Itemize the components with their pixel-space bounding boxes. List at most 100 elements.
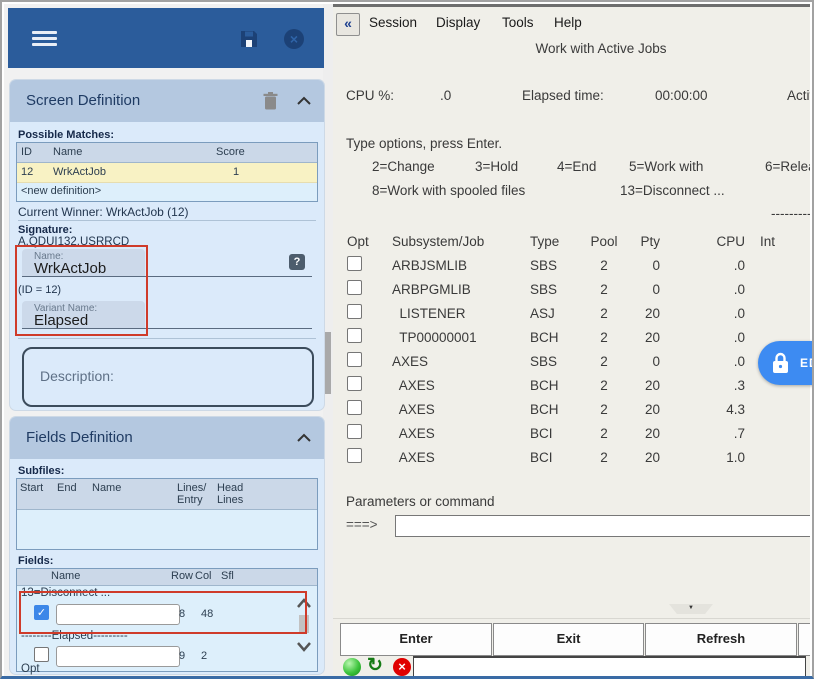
terminal-pane: « Session Display Tools Help Work with A… [333,4,810,676]
col-name: Name [92,482,122,494]
job-pty: 20 [644,449,660,465]
job-name: AXES [392,401,435,417]
error-icon[interactable]: × [393,658,411,676]
new-definition-label: <new definition> [21,185,102,197]
opt-checkbox[interactable] [347,256,362,271]
left-scrollbar-thumb[interactable] [324,332,331,394]
collapse-sidebar-icon[interactable]: « [336,13,360,36]
table-row: AXES BCI 2 20 .7 [333,421,810,445]
close-icon[interactable]: × [284,29,304,49]
job-type: ASJ [530,305,555,321]
col-row: Row [171,570,194,582]
active-label: Activ [787,88,810,103]
description-box[interactable]: Description: [22,347,314,407]
job-pool: 2 [600,281,608,297]
reload-icon[interactable]: ↻ [367,655,383,676]
opt-checkbox[interactable] [347,304,362,319]
signature-label: Signature: [18,224,73,236]
menu-session[interactable]: Session [369,15,418,30]
elapsed-label: Elapsed time: [522,88,604,103]
col-id: ID [21,146,32,158]
job-pty: 20 [644,401,660,417]
screen-definition-title: Screen Definition [26,92,141,109]
subfiles-table: Start End Name Lines/ Entry Head Lines [16,478,318,550]
refresh-button[interactable]: Refresh [645,623,797,656]
opt-checkbox[interactable] [347,448,362,463]
job-pty: 0 [652,281,660,297]
option-2: 2=Change [372,159,435,174]
new-definition-row[interactable]: <new definition> [17,183,317,201]
dropdown-arrow-icon: ▼ [688,605,694,611]
match-id: 12 [21,166,34,178]
job-name: LISTENER [392,305,466,321]
name-field[interactable] [22,249,145,276]
job-cpu: .0 [733,353,745,369]
job-name: AXES [392,377,435,393]
command-input[interactable] [395,515,810,537]
scroll-up-icon[interactable] [295,597,313,609]
panel-collapse-handle[interactable]: ▼ [669,604,713,614]
field-name-input[interactable] [56,646,180,667]
cpu-label: CPU %: [346,88,395,103]
field-checkbox-checked[interactable]: ✓ [34,605,49,620]
col-int: Int [760,233,776,249]
field-text-row: --------Elapsed--------- [21,630,128,642]
job-pool: 2 [600,329,608,345]
edit-badge-label: ED [800,356,812,370]
connection-status-icon[interactable] [343,658,361,676]
col-score: Score [216,146,245,158]
edit-mode-badge[interactable]: ED [758,341,812,385]
job-pty: 20 [644,329,660,345]
name-field-value: WrkActJob [34,260,107,277]
menu-help[interactable]: Help [554,15,582,30]
col-col: Col [195,570,212,582]
partial-button[interactable] [798,623,810,656]
opt-checkbox[interactable] [347,376,362,391]
matches-table-header: ID Name Score [17,143,317,163]
hamburger-menu-icon[interactable] [32,31,57,46]
job-cpu: 4.3 [726,401,745,417]
job-cpu: .0 [733,281,745,297]
menu-display[interactable]: Display [436,15,481,30]
col-head2: Lines [217,494,244,506]
col-pty: Pty [640,233,660,249]
instruction-text: Type options, press Enter. [346,136,503,151]
divider [18,220,316,221]
name-field-underline [22,276,312,277]
table-row: AXES BCI 2 20 1.0 [333,445,810,469]
opt-checkbox[interactable] [347,328,362,343]
fields-definition-title: Fields Definition [26,429,133,446]
variant-name-value: Elapsed [34,312,89,329]
cpu-value: .0 [440,88,452,103]
fields-definition-header: Fields Definition [10,417,324,459]
job-pty: 0 [652,257,660,273]
jobs-table-header: Opt Subsystem/Job Type Pool Pty CPU Int [333,229,810,253]
menu-tools[interactable]: Tools [502,15,534,30]
enter-button[interactable]: Enter [340,623,492,656]
opt-checkbox[interactable] [347,280,362,295]
fields-scrollbar-thumb[interactable] [299,615,309,633]
job-cpu: .7 [733,425,745,441]
help-icon[interactable]: ? [289,254,305,270]
job-cpu: .0 [733,329,745,345]
scroll-down-icon[interactable] [295,641,313,653]
job-pty: 20 [644,305,660,321]
status-input[interactable] [413,656,806,676]
match-score: 1 [233,166,240,178]
field-name-input[interactable] [56,604,180,625]
exit-button[interactable]: Exit [493,623,644,656]
job-name: ARBPGMLIB [392,281,471,297]
field-checkbox[interactable] [34,647,49,662]
job-name: ARBJSMLIB [392,257,468,273]
divider [18,338,316,339]
variant-name-field[interactable] [22,301,145,328]
collapse-chevron-icon[interactable] [296,433,312,443]
trash-icon[interactable] [263,92,278,110]
collapse-chevron-icon[interactable] [296,96,312,106]
match-row-selected[interactable]: 12 WrkActJob 1 [17,163,317,183]
opt-checkbox[interactable] [347,424,362,439]
save-icon[interactable] [239,29,259,49]
opt-checkbox[interactable] [347,400,362,415]
opt-checkbox[interactable] [347,352,362,367]
